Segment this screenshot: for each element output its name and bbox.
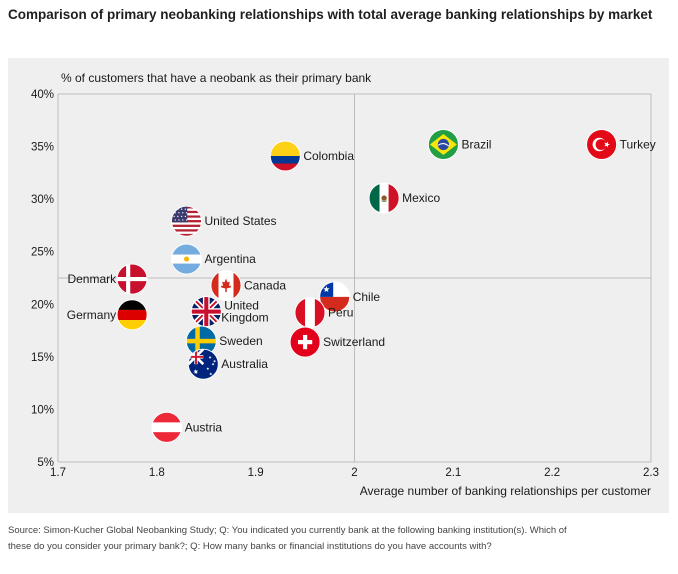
- y-tick-label: 15%: [31, 352, 54, 364]
- x-tick-label: 1.9: [248, 467, 264, 479]
- data-point-denmark: Denmark: [67, 263, 148, 295]
- point-label: United Kingdom: [221, 299, 268, 325]
- data-point-austria: Austria: [151, 411, 223, 443]
- data-point-usa: United States: [171, 205, 277, 237]
- point-label: Chile: [353, 290, 381, 304]
- colombia-flag-icon: [269, 140, 301, 172]
- point-label: Brazil: [461, 137, 491, 151]
- brazil-flag-icon: [427, 129, 459, 160]
- point-label: Denmark: [67, 272, 117, 286]
- x-tick-label: 1.8: [149, 467, 165, 479]
- switzerland-flag-icon: [289, 326, 321, 358]
- data-point-switzerland: Switzerland: [289, 326, 385, 358]
- uk-flag-icon: [190, 296, 222, 328]
- point-label: Canada: [244, 278, 286, 292]
- denmark-flag-icon: [116, 263, 148, 295]
- x-axis-label: Average number of banking relationships …: [360, 484, 651, 498]
- austria-flag-icon: [151, 411, 183, 443]
- x-tick-label: 2.2: [544, 467, 560, 479]
- point-label: Argentina: [204, 252, 256, 266]
- y-tick-label: 25%: [31, 247, 54, 259]
- data-point-colombia: Colombia: [269, 140, 354, 172]
- turkey-flag-icon: [586, 129, 618, 160]
- data-point-turkey: Turkey: [586, 129, 656, 160]
- point-label: Sweden: [219, 334, 262, 348]
- peru-flag-icon: [294, 297, 326, 329]
- x-tick-label: 1.7: [50, 467, 66, 479]
- point-label: Austria: [185, 420, 223, 434]
- y-tick-label: 20%: [31, 299, 54, 311]
- data-point-mexico: Mexico: [368, 182, 440, 214]
- point-label: Australia: [221, 357, 268, 371]
- point-label: Mexico: [402, 191, 440, 205]
- argentina-flag-icon: [171, 243, 202, 275]
- y-tick-label: 35%: [31, 142, 54, 154]
- australia-flag-icon: [187, 348, 219, 380]
- point-label: Peru: [328, 306, 353, 320]
- germany-flag-icon: [116, 299, 148, 331]
- point-label: Switzerland: [323, 335, 385, 349]
- data-point-brazil: Brazil: [427, 129, 491, 160]
- x-tick-label: 2.3: [643, 467, 659, 479]
- data-point-canada: Canada: [210, 269, 286, 301]
- y-tick-label: 40%: [31, 89, 54, 101]
- chile-flag-icon: [319, 281, 351, 313]
- mexico-flag-icon: [368, 182, 400, 214]
- source-note: Source: Simon-Kucher Global Neobanking S…: [8, 525, 567, 552]
- y-tick-label: 10%: [31, 404, 54, 416]
- data-point-argentina: Argentina: [171, 243, 256, 275]
- data-point-germany: Germany: [67, 299, 148, 331]
- data-point-chile: Chile: [319, 281, 381, 313]
- chart-title: Comparison of primary neobanking relatio…: [8, 7, 653, 22]
- canada-flag-icon: [210, 269, 242, 301]
- data-point-australia: Australia: [187, 348, 268, 380]
- y-tick-label: 30%: [31, 194, 54, 206]
- point-label: United States: [204, 214, 276, 228]
- chart-panel: 5% 10% 15% 20% 25% 30% 35% 40% 1.7 1.8 1.9 2 2.1 2.2 2…: [8, 58, 669, 513]
- x-tick-label: 2: [351, 467, 357, 479]
- x-tick-label: 2.1: [445, 467, 461, 479]
- y-tick-label: 5%: [37, 457, 54, 469]
- point-label: Colombia: [303, 149, 354, 163]
- data-point-uk: United Kingdom: [190, 296, 269, 328]
- point-label: Turkey: [620, 137, 656, 151]
- point-label: Germany: [67, 308, 116, 322]
- scatter-chart: 5% 10% 15% 20% 25% 30% 35% 40% 1.7 1.8 1.9 2 2.1 2.2 2…: [31, 71, 659, 498]
- usa-flag-icon: [171, 205, 202, 237]
- data-point-peru: Peru: [294, 297, 353, 329]
- y-axis-label: % of customers that have a neobank as th…: [61, 71, 372, 85]
